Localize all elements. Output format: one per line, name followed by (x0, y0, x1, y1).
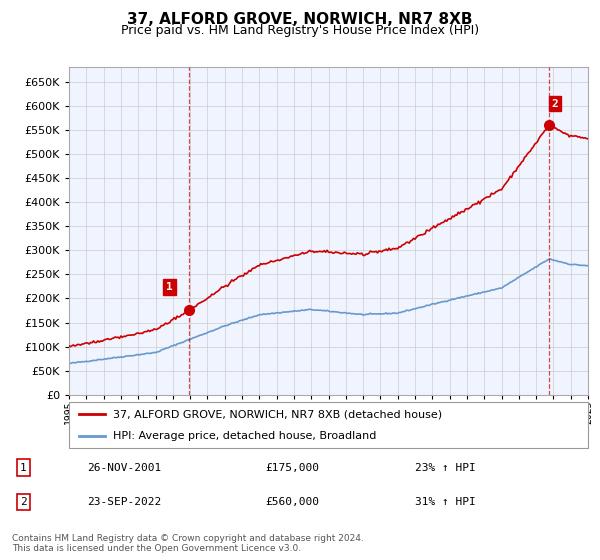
Text: Contains HM Land Registry data © Crown copyright and database right 2024.
This d: Contains HM Land Registry data © Crown c… (12, 534, 364, 553)
Text: Price paid vs. HM Land Registry's House Price Index (HPI): Price paid vs. HM Land Registry's House … (121, 24, 479, 37)
Text: £175,000: £175,000 (265, 463, 319, 473)
Text: 23% ↑ HPI: 23% ↑ HPI (415, 463, 476, 473)
Text: £560,000: £560,000 (265, 497, 319, 507)
Text: 2: 2 (551, 99, 559, 109)
Text: 37, ALFORD GROVE, NORWICH, NR7 8XB: 37, ALFORD GROVE, NORWICH, NR7 8XB (127, 12, 473, 27)
FancyBboxPatch shape (69, 402, 588, 448)
Text: 26-NOV-2001: 26-NOV-2001 (87, 463, 161, 473)
Text: 37, ALFORD GROVE, NORWICH, NR7 8XB (detached house): 37, ALFORD GROVE, NORWICH, NR7 8XB (deta… (113, 409, 442, 419)
Text: 1: 1 (166, 282, 173, 292)
Text: 2: 2 (20, 497, 27, 507)
Text: 31% ↑ HPI: 31% ↑ HPI (415, 497, 476, 507)
Text: 1: 1 (20, 463, 27, 473)
Text: 23-SEP-2022: 23-SEP-2022 (87, 497, 161, 507)
Text: HPI: Average price, detached house, Broadland: HPI: Average price, detached house, Broa… (113, 431, 376, 441)
